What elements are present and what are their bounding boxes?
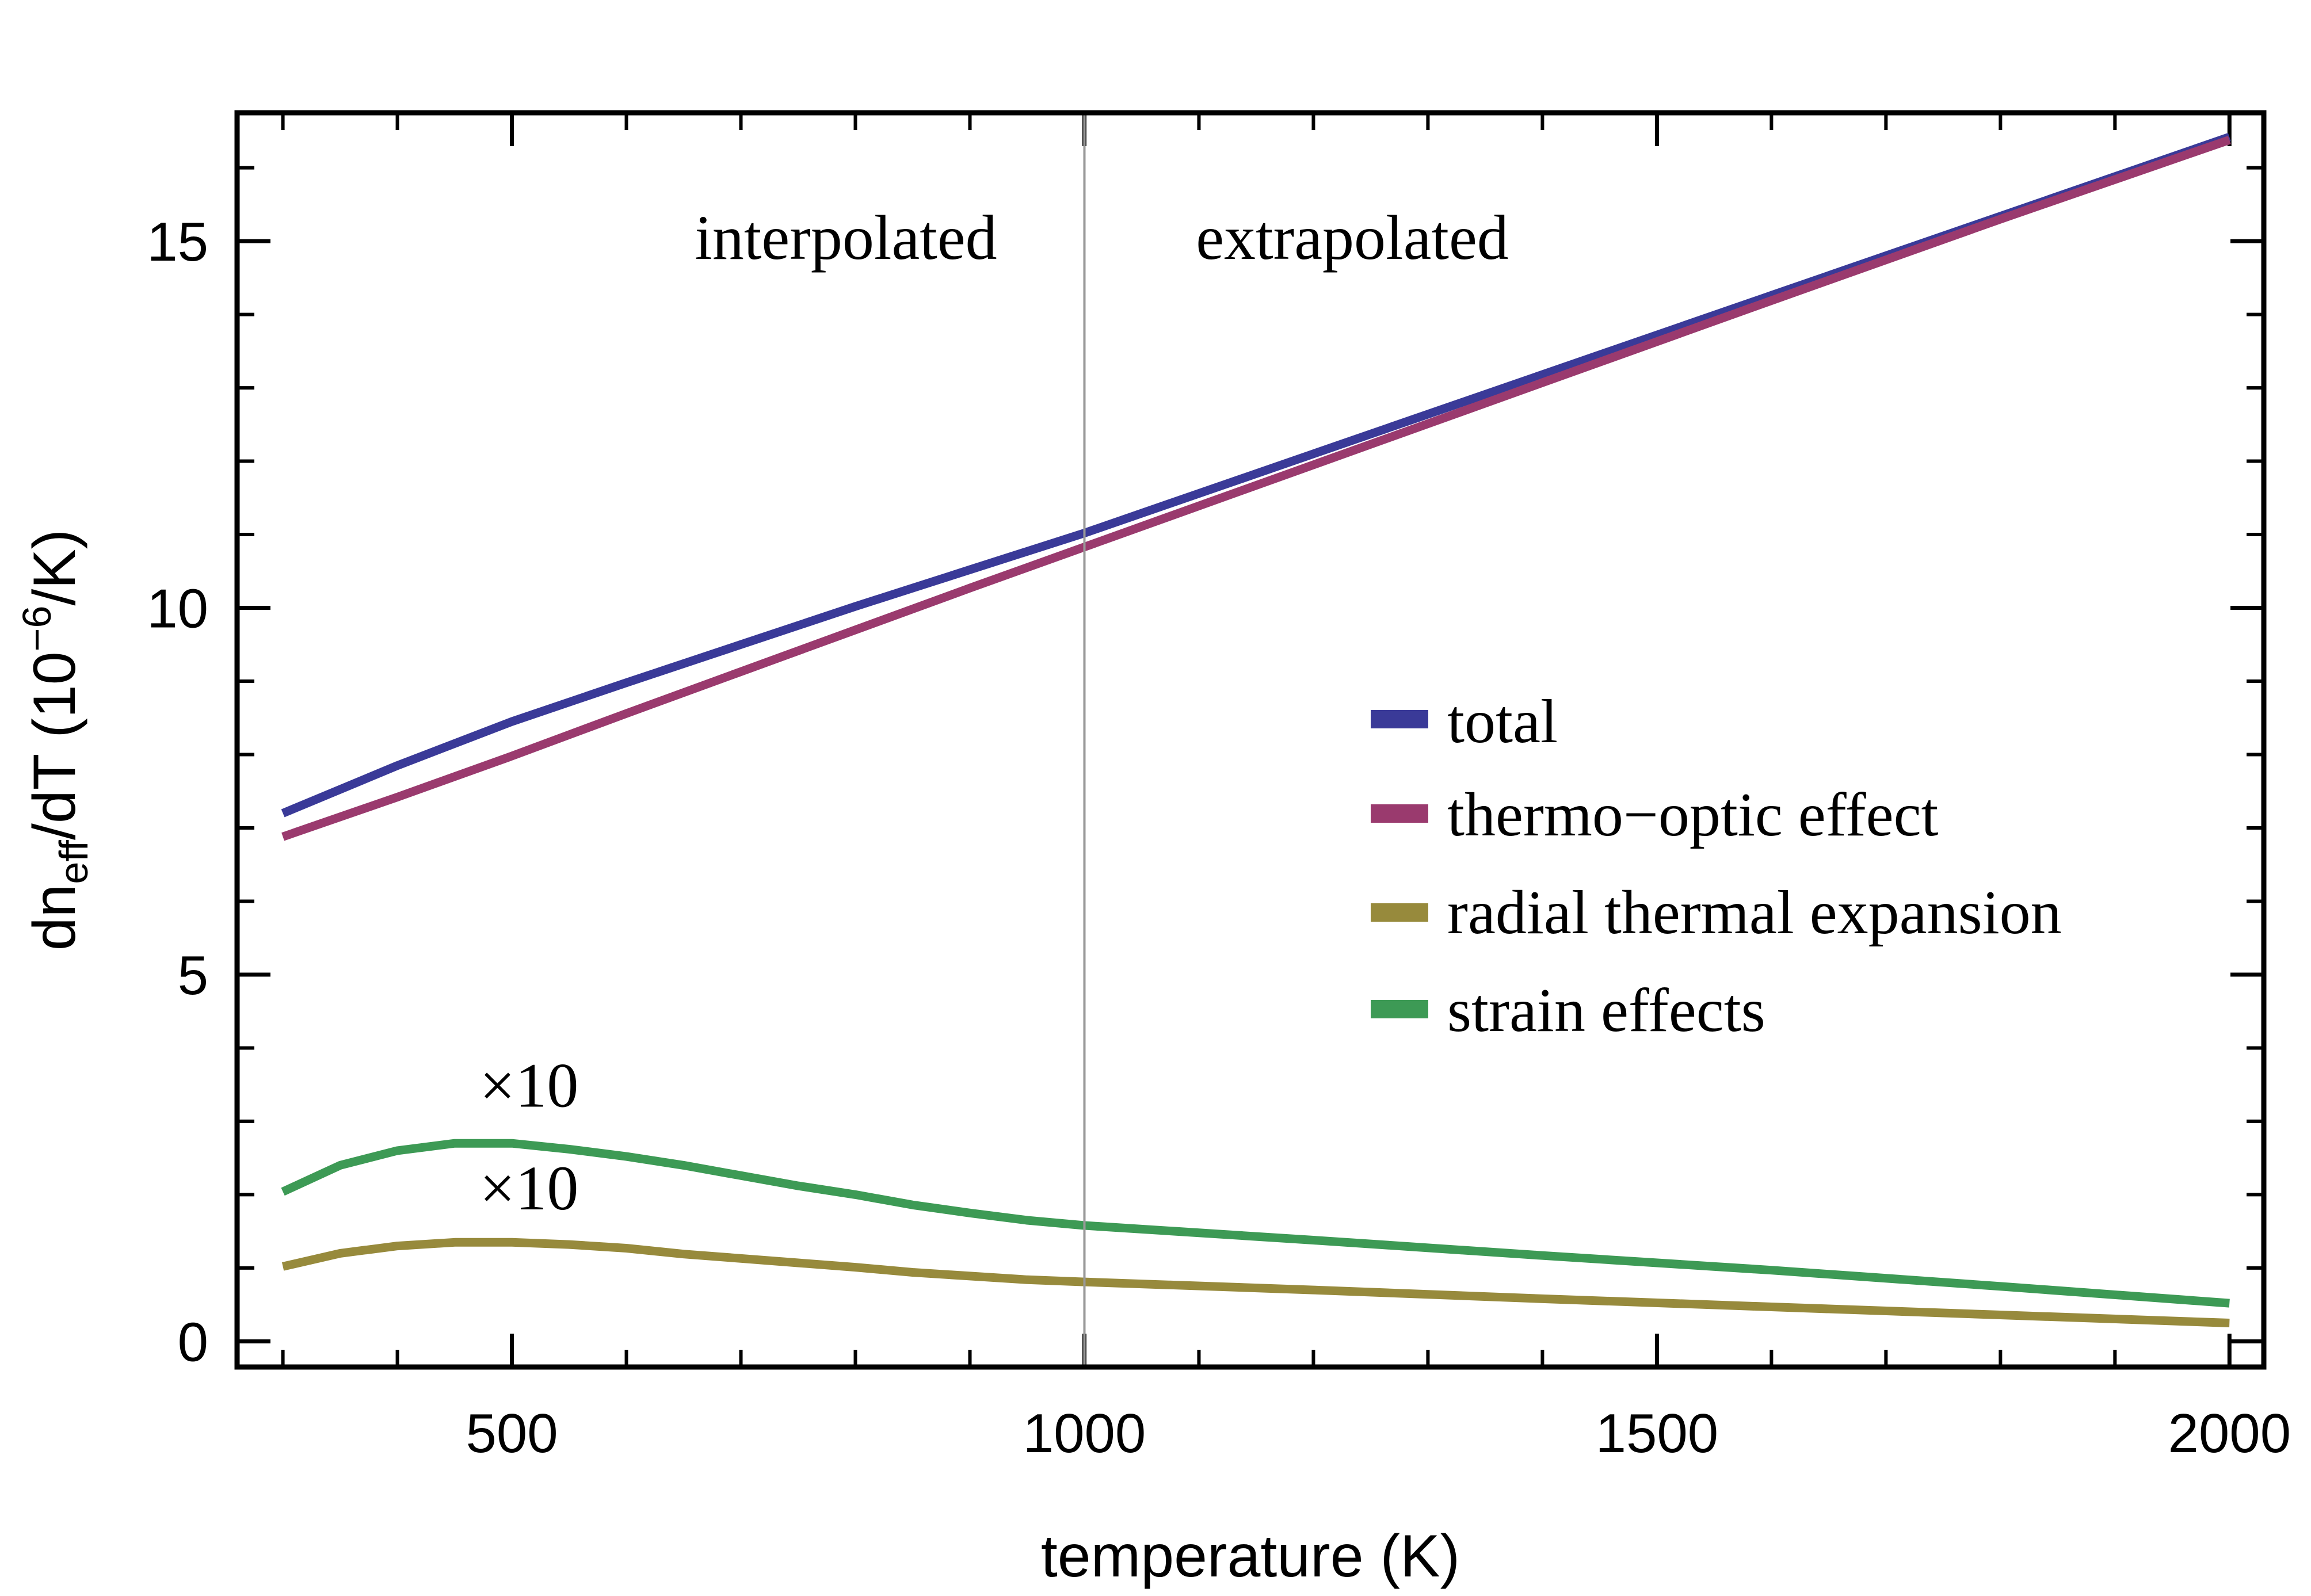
legend: total thermo−optic effect radial thermal…	[1371, 688, 2062, 1045]
y-axis-title-suffix: /K)	[21, 529, 88, 606]
y-axis-title: dneff/dT (10−6/K)	[14, 529, 96, 951]
y-tick-label: 10	[147, 578, 208, 640]
y-axis-title-middle: /dT (10	[21, 651, 88, 840]
tick-labels: 500 1000 1500 2000 0 5 10 15	[147, 211, 2291, 1464]
series-line-thermo-optic-effect	[281, 136, 2231, 841]
y-tick-label: 0	[178, 1311, 208, 1373]
series-line-total	[281, 133, 2231, 818]
legend-swatch-strain-effects	[1371, 1000, 1428, 1018]
annotations: ×10×10	[479, 1050, 578, 1223]
legend-swatch-thermo-optic	[1371, 804, 1428, 823]
region-label-extrapolated: extrapolated	[1196, 203, 1509, 273]
x-tick-label: 500	[466, 1403, 558, 1464]
y-tick-label: 15	[147, 211, 208, 273]
legend-label-radial-thermal-expansion: radial thermal expansion	[1447, 879, 2062, 947]
y-axis-title-subscript: eff	[51, 839, 96, 884]
x-axis-title: temperature (K)	[1041, 1523, 1460, 1590]
series-line-radial-thermal-expansion	[281, 1238, 2230, 1327]
x-tick-label: 1500	[1596, 1403, 1719, 1464]
y-axis-title-superscript: −6	[14, 606, 59, 652]
x-tick-label: 2000	[2168, 1403, 2291, 1464]
y-tick-label: 5	[178, 945, 208, 1006]
legend-label-total: total	[1447, 688, 1558, 756]
region-label-interpolated: interpolated	[695, 203, 997, 273]
series-layer	[281, 133, 2231, 1327]
plot-frame	[234, 110, 2267, 1370]
legend-swatch-total	[1371, 710, 1428, 728]
annotation-x10: ×10	[479, 1153, 578, 1223]
legend-swatch-radial-thermal-expansion	[1371, 903, 1428, 922]
minor-ticks	[237, 113, 2264, 1367]
legend-label-strain-effects: strain effects	[1447, 976, 1765, 1045]
annotation-x10: ×10	[479, 1050, 578, 1120]
x-tick-label: 1000	[1023, 1403, 1146, 1464]
y-axis-title-prefix: dn	[21, 884, 88, 951]
legend-label-thermo-optic: thermo−optic effect	[1447, 781, 1939, 849]
series-line-strain-effects	[281, 1139, 2230, 1308]
